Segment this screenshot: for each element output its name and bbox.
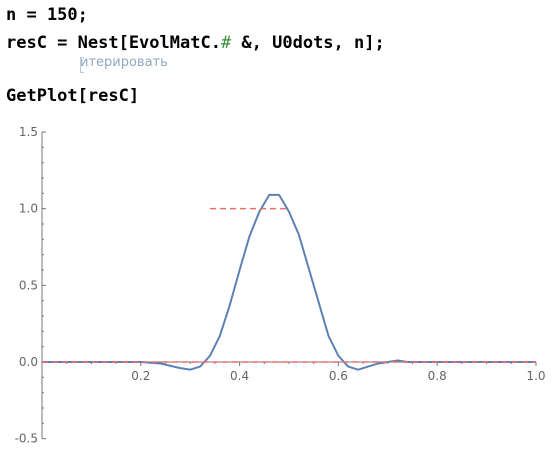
y-tick-label: 1.5 xyxy=(19,125,38,139)
hint-bracket xyxy=(80,57,84,73)
code-nest-suffix: &, U0dots, n]; xyxy=(231,33,385,53)
input-line-getplot[interactable]: GetPlot[resC] xyxy=(6,86,140,106)
slot-symbol: # xyxy=(220,33,232,53)
y-tick-label: -0.5 xyxy=(15,432,38,446)
solution-curve xyxy=(42,193,536,371)
input-line-nest[interactable]: resC = Nest[EvolMatC.# &, U0dots, n]; xyxy=(6,33,385,53)
y-tick-label: 0.5 xyxy=(19,278,38,292)
input-line-n[interactable]: n = 150; xyxy=(6,5,88,25)
code-nest-prefix: resC = Nest[EvolMatC. xyxy=(6,33,221,53)
x-tick-label: 0.2 xyxy=(131,369,150,383)
plot-chart: 0.2 0.4 0.6 0.8 1.0 1.5 1.0 0.5 0.0 -0.5 xyxy=(15,125,546,446)
x-tick-label: 0.8 xyxy=(428,369,447,383)
translation-hint: итерировать xyxy=(80,55,168,70)
x-tick-label: 0.4 xyxy=(230,369,249,383)
y-tick-label: 1.0 xyxy=(19,202,38,216)
y-tick-label: 0.0 xyxy=(19,355,38,369)
x-tick-label: 1.0 xyxy=(526,369,545,383)
x-tick-label: 0.6 xyxy=(329,369,348,383)
